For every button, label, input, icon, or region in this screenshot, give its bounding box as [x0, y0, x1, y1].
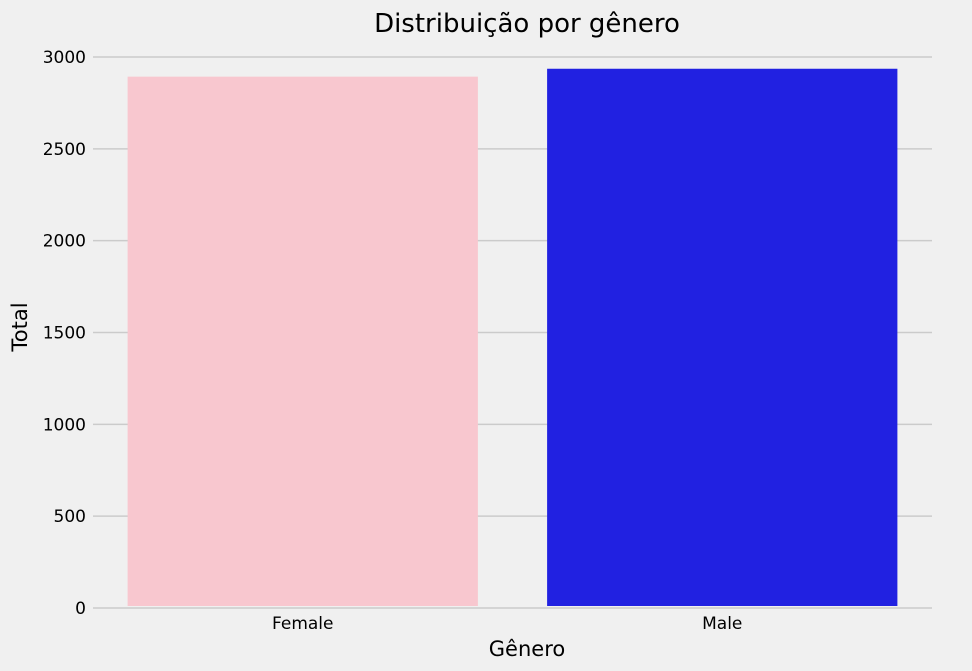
chart-title: Distribuição por gênero: [374, 9, 680, 39]
x-axis-label: Gênero: [489, 637, 565, 661]
y-tick-label: 500: [54, 507, 86, 527]
bar-male: [547, 68, 898, 607]
y-tick-labels: 0 500 1000 1500 2000 2500 3000: [43, 48, 86, 619]
y-tick-label: 2500: [43, 140, 86, 160]
y-tick-label: 2000: [43, 232, 86, 252]
x-tick-label: Male: [702, 614, 742, 634]
x-tick-labels: Female Male: [272, 614, 742, 634]
y-tick-label: 1500: [43, 324, 86, 344]
y-axis-label: Total: [8, 302, 32, 352]
y-tick-label: 0: [75, 599, 86, 619]
bars: [127, 68, 898, 607]
x-tick-label: Female: [272, 614, 333, 634]
bar-female: [127, 76, 478, 606]
y-tick-label: 1000: [43, 415, 86, 435]
y-tick-label: 3000: [43, 48, 86, 68]
